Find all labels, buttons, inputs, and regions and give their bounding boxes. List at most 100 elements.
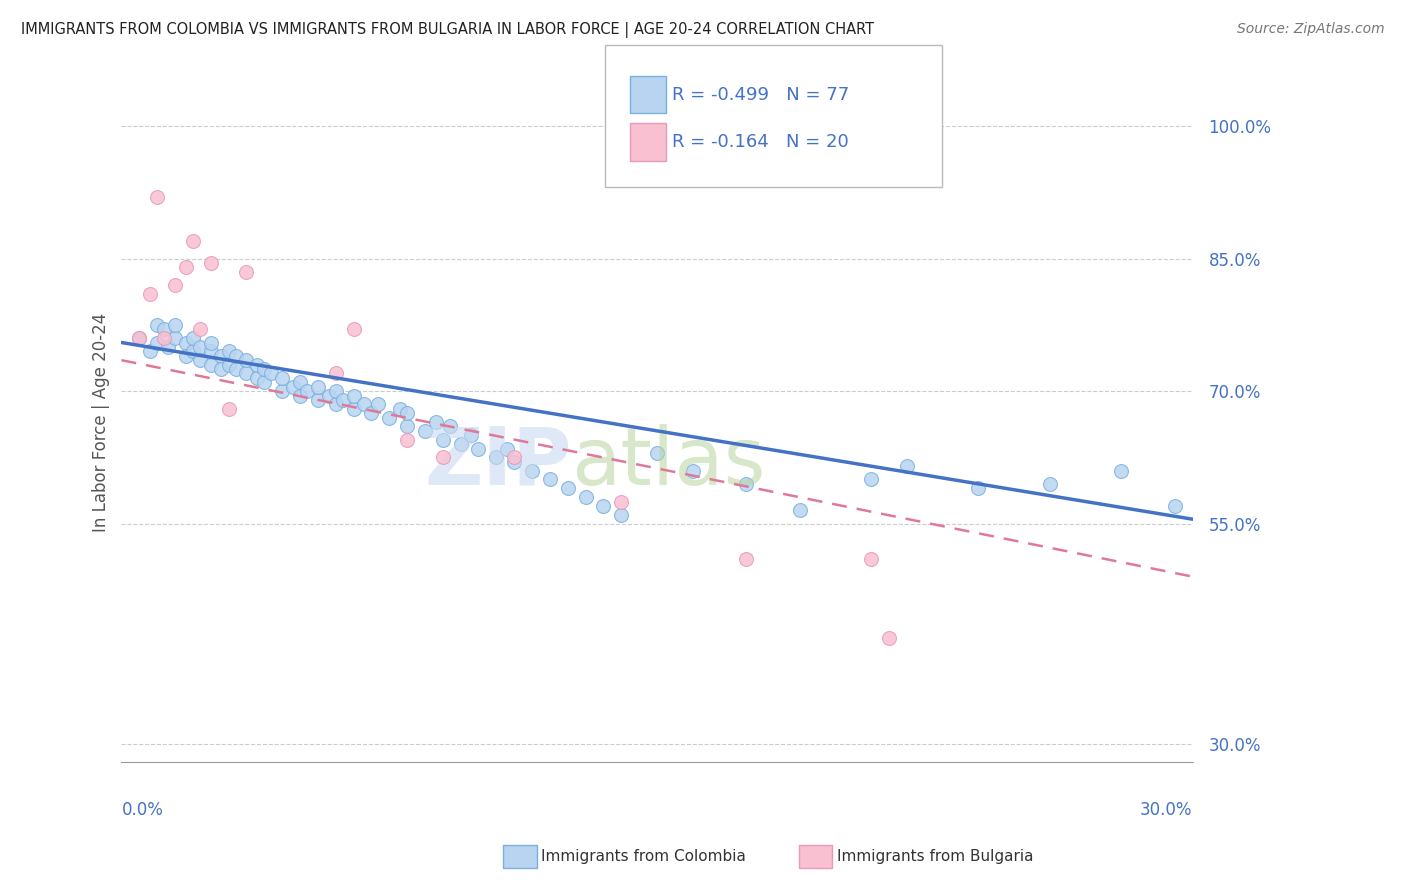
Point [439,419,461,434]
Point [218,401,240,416]
Point [295,384,318,398]
Point [181,331,204,345]
Point [325,397,347,411]
Point [246,371,269,385]
Point [432,450,454,465]
Point [503,450,526,465]
Point [307,392,329,407]
Point [225,362,247,376]
Point [682,464,704,478]
Point [332,392,354,407]
Point [557,481,579,495]
Point [156,340,179,354]
Point [174,260,197,275]
Y-axis label: In Labor Force | Age 20-24: In Labor Force | Age 20-24 [93,312,110,532]
Point [860,472,883,486]
Point [307,379,329,393]
Text: R = -0.499   N = 77: R = -0.499 N = 77 [672,86,849,103]
Point [645,446,668,460]
Point [503,455,526,469]
Text: 30.0%: 30.0% [1140,801,1192,819]
Point [235,265,257,279]
Point [367,397,389,411]
Point [460,428,482,442]
Point [181,234,204,248]
Point [188,322,211,336]
Point [271,384,294,398]
Point [139,344,162,359]
Point [146,318,169,332]
Point [877,632,900,646]
Point [200,335,222,350]
Point [1163,499,1185,513]
Point [396,419,419,434]
Point [225,349,247,363]
Point [610,508,633,522]
Point [218,358,240,372]
Point [592,499,614,513]
Point [188,340,211,354]
Text: ZIP: ZIP [425,424,571,502]
Point [735,476,758,491]
Text: IMMIGRANTS FROM COLOMBIA VS IMMIGRANTS FROM BULGARIA IN LABOR FORCE | AGE 20-24 : IMMIGRANTS FROM COLOMBIA VS IMMIGRANTS F… [21,22,875,38]
Point [146,335,169,350]
Point [128,331,150,345]
Point [218,344,240,359]
Point [396,433,419,447]
Point [342,401,364,416]
Point [235,367,257,381]
Point [271,371,294,385]
Point [396,406,419,420]
Point [174,335,197,350]
Point [200,256,222,270]
Point [235,353,257,368]
Point [209,362,232,376]
Point [174,349,197,363]
Point [200,358,222,372]
Point [153,331,176,345]
Point [188,353,211,368]
Point [538,472,561,486]
Point [163,318,186,332]
Point [128,331,150,345]
Point [318,388,340,402]
Point [325,384,347,398]
Point [260,367,283,381]
Point [246,358,269,372]
Point [413,424,436,438]
Point [253,376,276,390]
Point [353,397,375,411]
Point [896,459,918,474]
Point [388,401,411,416]
Point [163,331,186,345]
Point [574,490,596,504]
Point [342,388,364,402]
Point [200,344,222,359]
Point [378,410,401,425]
Point [288,388,311,402]
Text: Source: ZipAtlas.com: Source: ZipAtlas.com [1237,22,1385,37]
Point [1039,476,1062,491]
Point [209,349,232,363]
Point [967,481,990,495]
Point [342,322,364,336]
Text: Immigrants from Colombia: Immigrants from Colombia [541,849,747,863]
Point [1109,464,1132,478]
Point [467,442,489,456]
Point [288,376,311,390]
Point [425,415,447,429]
Point [496,442,519,456]
Point [139,287,162,301]
Point [146,190,169,204]
Point [610,494,633,508]
Text: Immigrants from Bulgaria: Immigrants from Bulgaria [837,849,1033,863]
Point [860,552,883,566]
Point [789,503,811,517]
Point [325,367,347,381]
Point [281,379,304,393]
Point [450,437,472,451]
Point [181,344,204,359]
Point [520,464,543,478]
Text: 0.0%: 0.0% [121,801,163,819]
Text: R = -0.164   N = 20: R = -0.164 N = 20 [672,133,849,151]
